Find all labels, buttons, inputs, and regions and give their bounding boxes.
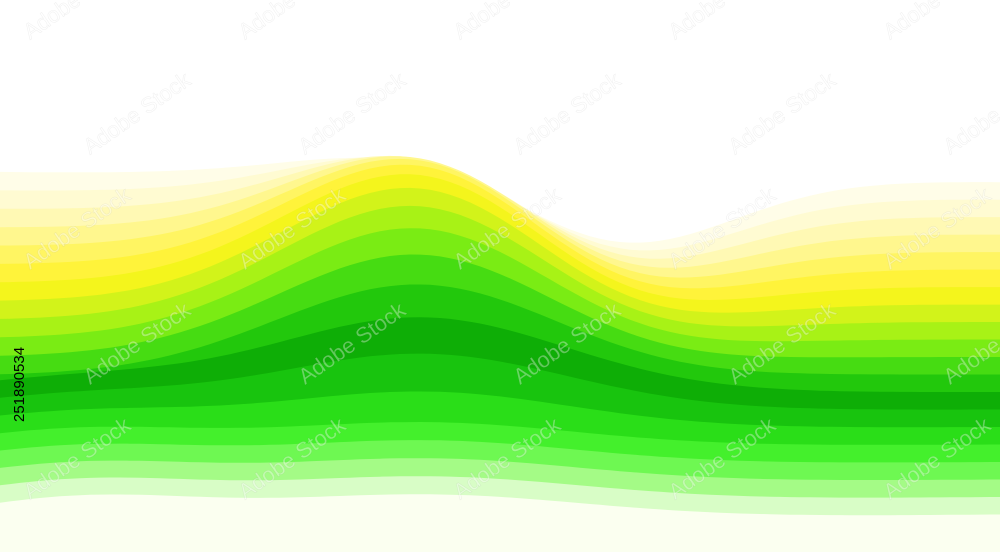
wave-band xyxy=(0,494,1000,552)
waves xyxy=(0,155,1000,552)
image-id: 251890534 xyxy=(11,347,28,422)
